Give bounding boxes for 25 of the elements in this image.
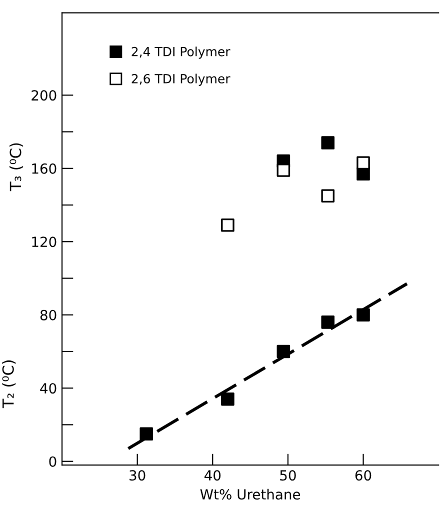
point (356, 156, 370, 170)
x-tick-label: 50 (280, 470, 296, 481)
y-tick-label: 0 (49, 456, 56, 467)
x-axis-title: Wt% Urethane (200, 488, 300, 500)
point (140, 427, 154, 441)
point (321, 316, 335, 329)
y-tick-label: 160 (32, 163, 56, 174)
legend-label: 2,4 TDI Polymer (132, 46, 230, 59)
x-tick-label: 40 (204, 470, 221, 481)
point (276, 344, 290, 358)
point (321, 136, 335, 150)
y-tick-label: 120 (32, 236, 56, 248)
point (221, 392, 234, 406)
x-tick-label: 60 (355, 470, 372, 481)
x-tick-label: 30 (130, 470, 146, 481)
text: T₃ (⁰C) (9, 143, 24, 192)
point (221, 218, 234, 232)
y-tick-label: 40 (40, 383, 56, 394)
y-axis-title: T₂ (⁰C) (2, 360, 16, 408)
point (356, 308, 370, 322)
point (276, 164, 290, 177)
y-tick-label: 200 (32, 90, 56, 101)
y-tick-label: 80 (40, 310, 56, 320)
point (321, 189, 335, 203)
legend-label: 2,6 TDI Polymer (132, 74, 230, 86)
